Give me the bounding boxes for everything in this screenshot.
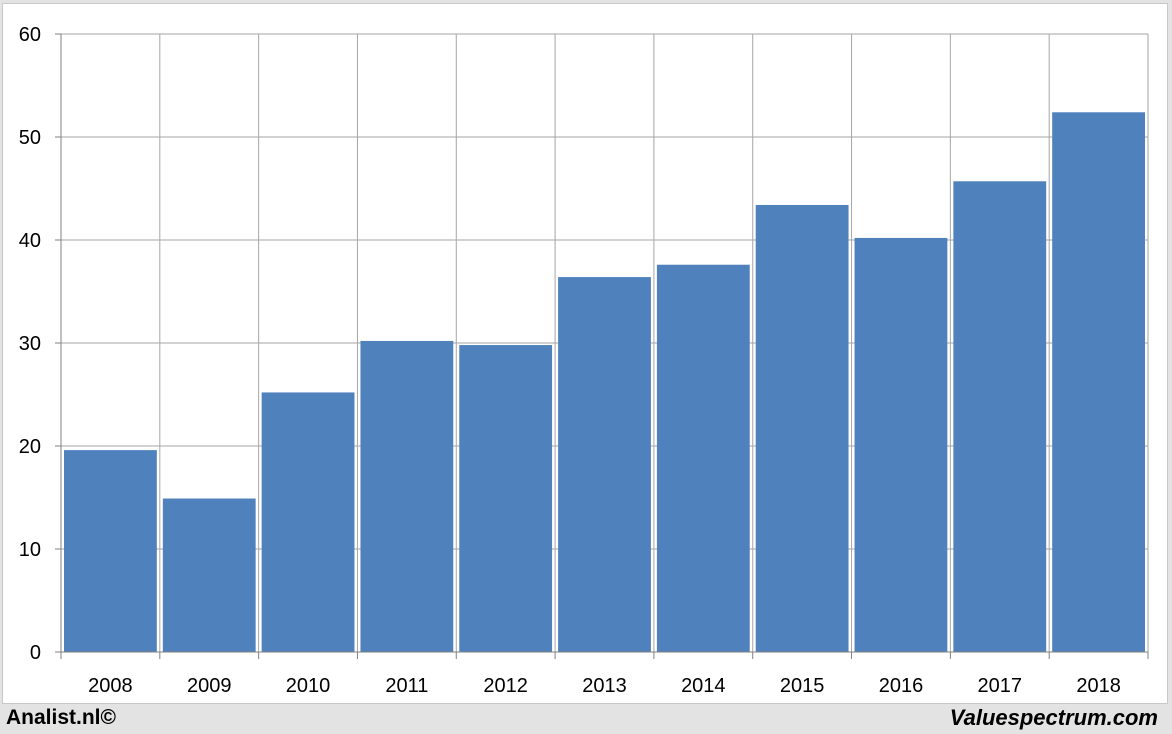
x-tick-label: 2008 [88, 675, 133, 697]
labels-layer: 0 10 20 30 40 50 60 2008 2009 2010 2011 2012 2013 201… [19, 24, 1121, 697]
bar-2017 [953, 181, 1047, 653]
bar-2014 [656, 264, 750, 652]
y-tick-label: 20 [19, 436, 41, 458]
x-tick-label: 2016 [879, 675, 924, 697]
bar-2008 [64, 450, 157, 652]
axis-layer [55, 33, 1149, 659]
y-tick-label: 30 [19, 333, 41, 355]
x-tick-label: 2011 [385, 675, 428, 697]
x-tick-label: 2013 [582, 675, 627, 697]
bar-2018 [1052, 112, 1145, 652]
x-tick-label: 2018 [1076, 675, 1121, 697]
bar-2015 [755, 204, 849, 653]
y-tick-label: 60 [19, 24, 41, 46]
bar-2011 [360, 340, 454, 652]
x-tick-label: 2010 [286, 675, 331, 697]
footer-source-left: Analist.nl© [6, 706, 116, 729]
y-tick-label: 50 [19, 127, 41, 149]
bar-2010 [261, 392, 355, 652]
x-tick-label: 2015 [780, 675, 825, 697]
x-tick-label: 2009 [187, 675, 232, 697]
bar-2016 [854, 237, 948, 652]
x-tick-label: 2014 [681, 675, 726, 697]
bars-layer [64, 112, 1145, 653]
bar-2013 [558, 277, 651, 652]
bar-2012 [459, 345, 553, 652]
x-tick-label: 2012 [483, 675, 528, 697]
y-tick-label: 10 [19, 539, 41, 561]
footer-source-right: Valuespectrum.com [949, 705, 1158, 730]
x-tick-label: 2017 [978, 675, 1023, 697]
y-tick-label: 0 [30, 642, 41, 664]
bar-2009 [162, 498, 256, 652]
y-tick-label: 40 [19, 230, 41, 252]
